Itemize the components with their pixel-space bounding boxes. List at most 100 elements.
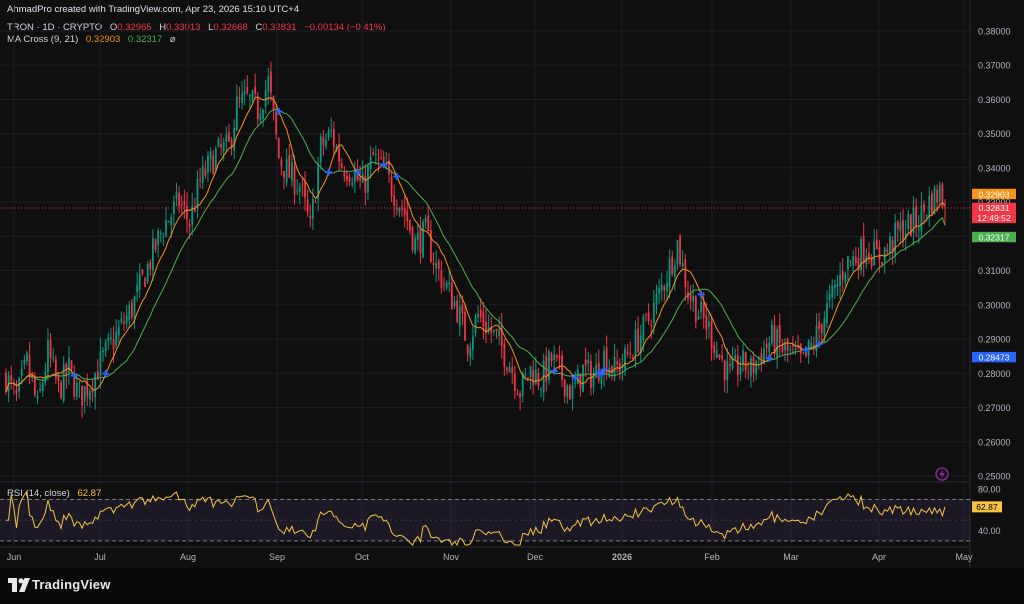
candle-body [694, 295, 697, 322]
candle-body [634, 329, 637, 357]
ma-cross-marker [697, 290, 705, 298]
candle-body [107, 337, 110, 342]
candle-body [68, 358, 70, 373]
candle-body [710, 321, 713, 349]
candle-body [642, 315, 645, 341]
time-axis[interactable]: Jun Jul Aug Sep Oct Nov Dec 2026 Feb Mar Apr May [7, 552, 973, 562]
candle-body [784, 343, 786, 351]
candle-body [120, 318, 123, 323]
candle-body [765, 344, 768, 348]
candle-body [715, 350, 718, 358]
candle-body [744, 351, 747, 372]
time-tick-label: May [955, 552, 973, 562]
candle-body [149, 262, 152, 270]
footer: TradingView [0, 568, 1024, 604]
price-tick-label: 0.34000 [978, 163, 1011, 173]
candle-body [797, 346, 800, 348]
candle-body [721, 355, 723, 360]
candle-body [209, 151, 212, 160]
candle-body [288, 154, 291, 178]
candle-body [794, 348, 797, 350]
candle-body [731, 358, 734, 369]
candle-body [128, 305, 131, 321]
price-tick-label: 0.37000 [978, 61, 1011, 71]
candle-body [492, 329, 495, 332]
ma-indicator-label[interactable]: MA Cross (9, 21) [7, 34, 79, 45]
candle-body [736, 355, 739, 375]
candle-body [131, 302, 133, 318]
candle-body [868, 253, 870, 259]
symbol-legend[interactable]: TRON · 1D · CRYPTO O0.32965 H0.33013 L0.… [7, 22, 386, 33]
price-label-text: 0.32317 [978, 232, 1009, 242]
candle-body [679, 235, 681, 265]
candle-body [207, 155, 209, 173]
rsi-legend[interactable]: RSI (14, close) 62.87 [7, 488, 101, 499]
candle-body [527, 377, 529, 379]
candle-body [673, 265, 676, 277]
time-tick-label: Aug [180, 552, 196, 562]
grid [0, 0, 970, 547]
candle-body [605, 347, 608, 374]
candle-body [624, 348, 626, 370]
candle-body [474, 316, 477, 333]
candle-body [645, 314, 647, 316]
chart-svg[interactable]: 0.38000 0.37000 0.36000 0.35000 0.34000 0.330… [0, 0, 1024, 568]
candle-body [141, 269, 144, 274]
price-label-box [972, 202, 1016, 214]
rsi-value: 62.87 [77, 488, 102, 499]
candle-body [660, 284, 663, 291]
candle-body [212, 155, 215, 175]
ma-cross-marker [815, 340, 823, 348]
candle-body [204, 168, 207, 176]
candle-body [280, 159, 283, 167]
candle-body [241, 93, 243, 103]
candle-body [844, 273, 847, 283]
candle-body [854, 256, 857, 263]
candle-body [388, 160, 390, 175]
candle-body [464, 311, 466, 341]
ma-legend[interactable]: MA Cross (9, 21) 0.32903 0.32317 ⌀ [7, 34, 176, 45]
candle-body [322, 137, 325, 146]
candle-body [243, 91, 246, 95]
price-label-box [972, 231, 1016, 243]
ma-cross-marker [550, 367, 558, 375]
candle-body [385, 165, 388, 167]
ma-slow-value: 0.32317 [127, 34, 163, 45]
candle-body [820, 324, 823, 333]
alert-icon[interactable] [935, 467, 949, 481]
candle-body [524, 373, 527, 376]
candle-body [726, 361, 729, 380]
candle-body [511, 367, 514, 374]
candle-body [912, 207, 915, 233]
candle-body [414, 238, 417, 253]
rsi-label[interactable]: RSI (14, close) [7, 488, 70, 499]
candle-body [96, 371, 99, 380]
candle-body [214, 148, 217, 171]
candle-body [639, 335, 642, 353]
candle-body [600, 376, 603, 384]
price-axis[interactable]: 0.38000 0.37000 0.36000 0.35000 0.34000 0.330… [978, 27, 1011, 482]
candle-body [233, 127, 236, 151]
candle-body [28, 354, 31, 377]
candle-body [482, 312, 485, 327]
hidden-icon[interactable]: ⌀ [169, 34, 176, 45]
candle-body [20, 368, 23, 377]
candle-body [742, 350, 744, 366]
candle-body [739, 366, 742, 375]
candle-body [576, 369, 579, 384]
candle-body [445, 282, 448, 288]
price-tick-label: 0.29000 [978, 335, 1011, 345]
symbol-name[interactable]: TRON · 1D · CRYPTO [7, 22, 103, 33]
candle-body [553, 354, 556, 360]
ma-cross-marker [571, 374, 579, 382]
candle-body [831, 285, 834, 298]
price-tick-label: 0.31000 [978, 266, 1011, 276]
candle-body [862, 236, 865, 264]
candle-body [548, 351, 550, 380]
candle-body [411, 227, 414, 251]
candle-body [201, 165, 204, 183]
candle-body [941, 183, 944, 208]
price-tick-label: 0.27000 [978, 403, 1011, 413]
candle-body [62, 364, 65, 402]
